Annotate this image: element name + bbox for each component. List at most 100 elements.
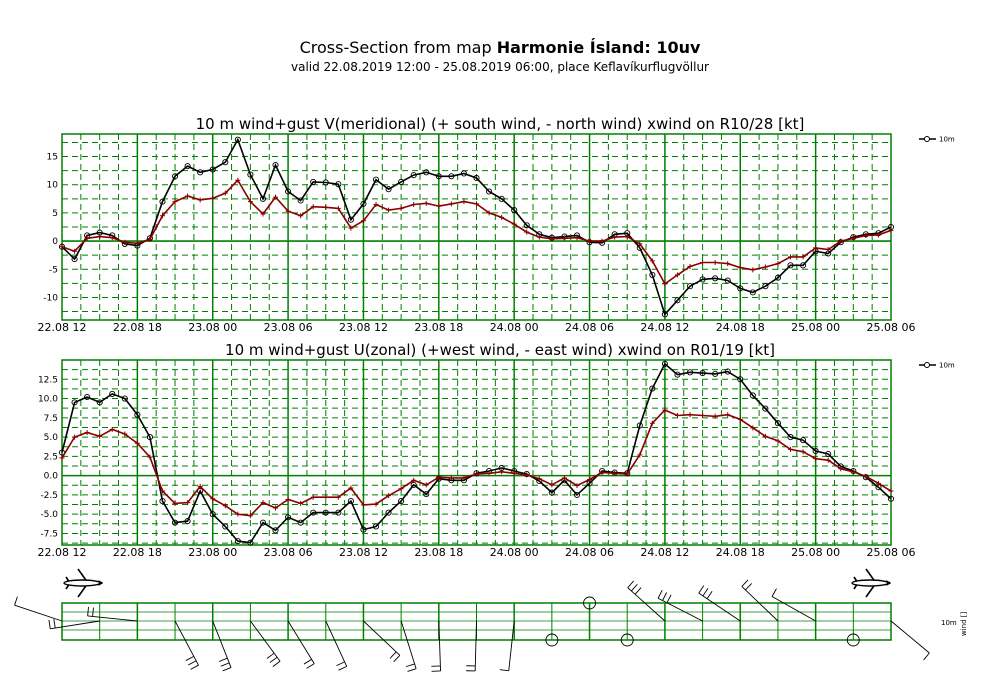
gust-point (348, 225, 354, 231)
page-title: Cross-Section from map Harmonie Ísland: … (0, 38, 1000, 57)
gust-point (863, 473, 869, 479)
barb-staff (508, 620, 515, 671)
wind-point (285, 514, 292, 521)
wind-point (297, 519, 304, 526)
barb-feather (218, 657, 228, 662)
gust-point (549, 482, 555, 488)
gust-point (360, 502, 366, 508)
gust-point (549, 236, 555, 242)
wind-point (259, 519, 267, 526)
x-tick-label: 24.08 06 (565, 321, 614, 334)
gust-point (172, 500, 178, 506)
wind-point (787, 434, 794, 441)
gust-point (737, 265, 743, 271)
wind-point (372, 523, 380, 530)
wind-point (197, 169, 204, 176)
barb-staff (14, 604, 63, 622)
gust-point (511, 470, 517, 476)
x-tick-label: 24.08 18 (716, 546, 765, 559)
gust-point (335, 205, 341, 211)
y-tick-label: 5 (52, 209, 58, 219)
gust-point (109, 426, 115, 432)
x-tick-label: 24.08 12 (640, 546, 689, 559)
gust-point (97, 234, 103, 240)
page-subtitle: valid 22.08.2019 12:00 - 25.08.2019 06:0… (290, 60, 709, 74)
wind-point (523, 222, 530, 229)
barb-feather (393, 654, 401, 663)
gust-point (247, 199, 253, 205)
series-line-wind (61, 137, 892, 316)
x-tick-label: 23.08 18 (414, 321, 463, 334)
barb-level-label: 10m (941, 619, 957, 627)
gust-point (423, 200, 429, 206)
barb-feather (657, 590, 663, 599)
barb-feather (499, 669, 509, 672)
wind-point (737, 376, 744, 383)
y-tick-label: 12.5 (38, 375, 58, 385)
y-tick-label: -2.5 (40, 491, 58, 501)
wind-point (297, 197, 304, 204)
gust-point (109, 235, 115, 241)
wind-point (71, 256, 78, 263)
barb-feather (185, 655, 195, 661)
gust-point (875, 232, 881, 238)
gust-point (863, 232, 869, 238)
barb-feather (662, 592, 668, 601)
wind-point (435, 173, 442, 180)
y-tick-label: 15 (47, 153, 58, 163)
airplane-icon (851, 568, 891, 598)
barb-feather (407, 668, 417, 672)
gust-point (159, 488, 165, 494)
gust-point (574, 235, 580, 241)
barb-feather (389, 651, 397, 659)
barb-feather (336, 661, 345, 667)
barb-staff (400, 620, 417, 669)
wind-point (247, 539, 254, 546)
wind-point (58, 243, 66, 250)
gust-point (273, 505, 279, 511)
gust-point (499, 469, 505, 475)
barb-feather (702, 588, 709, 597)
wind-point (686, 283, 694, 290)
gust-point (222, 503, 228, 509)
gust-point (172, 199, 178, 205)
x-tick-label: 25.08 00 (791, 321, 840, 334)
legend-marker (924, 136, 930, 142)
gust-point (310, 204, 316, 210)
barb-feather (666, 594, 672, 603)
wind-point (84, 393, 91, 401)
gust-point (260, 211, 266, 217)
page-title-prefix: Cross-Section from map (299, 38, 497, 57)
gust-point (461, 475, 467, 481)
x-tick-label: 24.08 18 (716, 321, 765, 334)
wind-point (259, 195, 267, 202)
wind-point (423, 169, 430, 176)
barb-staff (698, 592, 741, 622)
gust-point (360, 218, 366, 224)
gust-point (700, 260, 706, 266)
gust-point (235, 511, 241, 517)
calm-circle (846, 633, 860, 647)
gust-point (159, 213, 165, 219)
gust-point (59, 244, 65, 250)
wind-point (762, 405, 769, 412)
gust-point (662, 281, 668, 287)
gust-point (72, 248, 78, 254)
barb-feather (303, 658, 312, 665)
wind-point (649, 271, 656, 278)
gust-point (700, 413, 706, 418)
wind-point (222, 523, 229, 530)
gust-point (599, 470, 605, 476)
x-tick-label: 23.08 00 (188, 546, 237, 559)
gust-point (662, 407, 668, 413)
gust-point (373, 501, 379, 507)
wind-point (825, 450, 832, 458)
barb-feather (14, 596, 18, 606)
barb-feather (306, 663, 315, 669)
barb-feather (266, 652, 275, 659)
barb-feather (53, 619, 56, 629)
wind-point (121, 395, 128, 402)
barb-feather (923, 652, 930, 661)
chart-panel-2: 10 m wind+gust U(zonal) (+west wind, - e… (38, 341, 955, 559)
gust-point (838, 466, 844, 472)
